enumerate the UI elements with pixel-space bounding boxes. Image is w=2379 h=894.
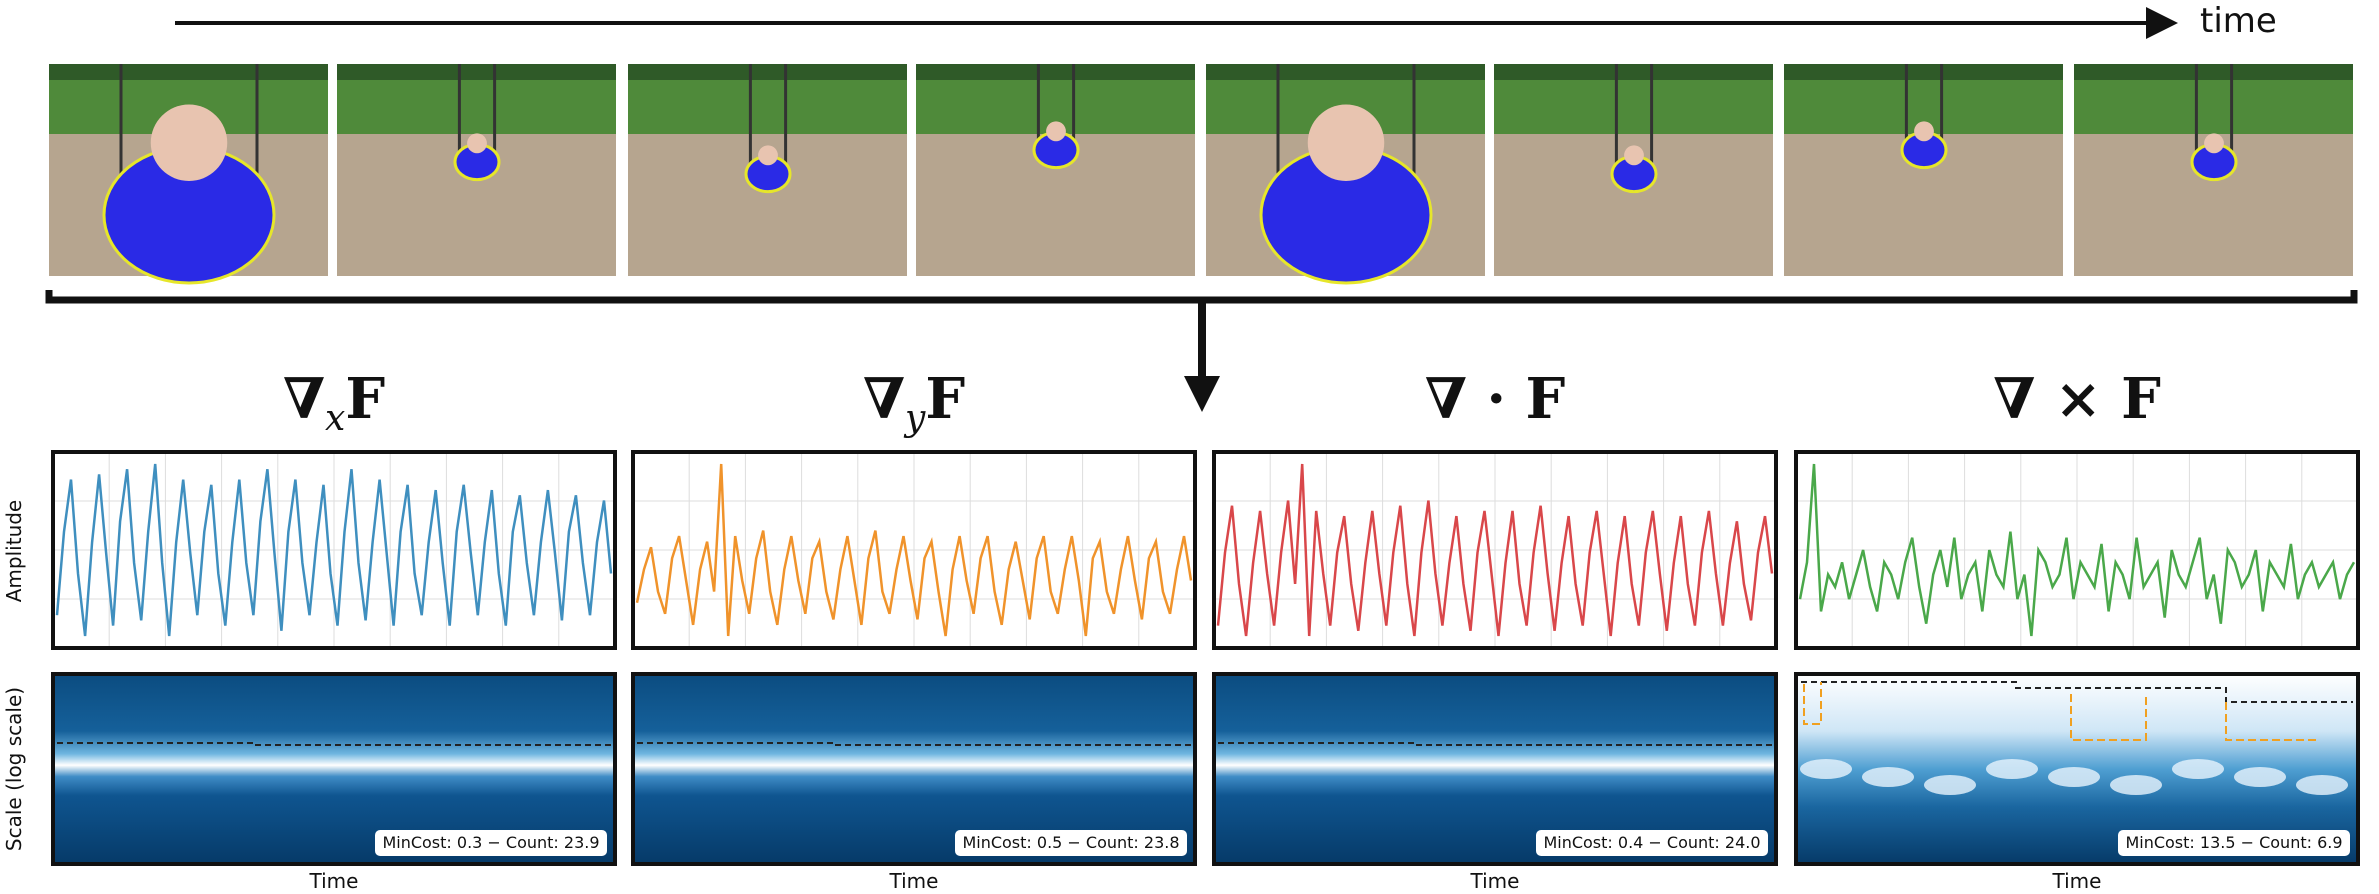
stats-text: MinCost: 13.5 − Count: 6.9: [2125, 833, 2342, 852]
frame-trees: [1494, 64, 1773, 80]
frame: [1494, 64, 1773, 276]
scale-label: Scale (log scale): [2, 687, 26, 851]
frame: [2074, 64, 2353, 276]
scalogram-blob: [1862, 767, 1914, 787]
frame-trees: [337, 64, 616, 80]
frame: [628, 64, 907, 276]
title-part: F: [925, 366, 965, 432]
down-arrow-head: [1184, 376, 1220, 412]
panel-title: ∇yF: [863, 366, 966, 439]
frame: [337, 64, 616, 276]
figure: time Amplitude Scale (log scale) ∇xFMinC…: [0, 0, 2379, 894]
frame-face: [758, 145, 778, 165]
bracket: [49, 290, 2354, 300]
scalogram-blob: [2172, 759, 2224, 779]
scalogram-blob: [1986, 759, 2038, 779]
frame: [49, 64, 328, 283]
scalogram-blob: [1800, 759, 1852, 779]
title-part: ∇ ×: [1993, 366, 2121, 432]
time-label: time: [2200, 1, 2277, 41]
frame-trees: [1784, 64, 2063, 80]
panel-title: ∇xF: [283, 366, 385, 439]
stats-text: MinCost: 0.4 − Count: 24.0: [1543, 833, 1760, 852]
x-axis-label: Time: [309, 869, 359, 893]
title-part: ∇: [863, 366, 905, 432]
frame-trees: [49, 64, 328, 80]
frame-trees: [1206, 64, 1485, 80]
title-part: ∇: [283, 366, 325, 432]
frame: [1206, 64, 1485, 283]
x-axis-label: Time: [889, 869, 939, 893]
scalogram-blob: [1924, 775, 1976, 795]
x-axis-label: Time: [2052, 869, 2102, 893]
frame-face: [1046, 121, 1066, 141]
frame: [1784, 64, 2063, 276]
frame-face: [2204, 133, 2224, 153]
title-part: y: [903, 398, 926, 439]
scalogram-blob: [2110, 775, 2162, 795]
title-part: F: [345, 366, 385, 432]
title-part: ∇ ·: [1425, 366, 1526, 432]
frame-face: [1914, 121, 1934, 141]
figure-canvas: time Amplitude Scale (log scale) ∇xFMinC…: [0, 0, 2379, 894]
scalogram-blob: [2296, 775, 2348, 795]
scalogram-blob: [2234, 767, 2286, 787]
amplitude-label: Amplitude: [2, 500, 26, 603]
title-part: x: [325, 398, 345, 439]
video-frames: [49, 64, 2353, 283]
frame-face: [467, 133, 487, 153]
frame-face: [1624, 145, 1644, 165]
frame-face: [151, 105, 228, 182]
frame-trees: [2074, 64, 2353, 80]
frame-trees: [916, 64, 1195, 80]
stats-text: MinCost: 0.3 − Count: 23.9: [382, 833, 599, 852]
panel-title: ∇ × F: [1993, 366, 2161, 432]
title-part: F: [2121, 366, 2161, 432]
x-axis-label: Time: [1470, 869, 1520, 893]
title-part: F: [1525, 366, 1565, 432]
panel-title: ∇ · F: [1425, 366, 1566, 432]
scalogram-blob: [2048, 767, 2100, 787]
stats-text: MinCost: 0.5 − Count: 23.8: [962, 833, 1179, 852]
frame: [916, 64, 1195, 276]
frame-face: [1308, 105, 1385, 182]
frame-trees: [628, 64, 907, 80]
